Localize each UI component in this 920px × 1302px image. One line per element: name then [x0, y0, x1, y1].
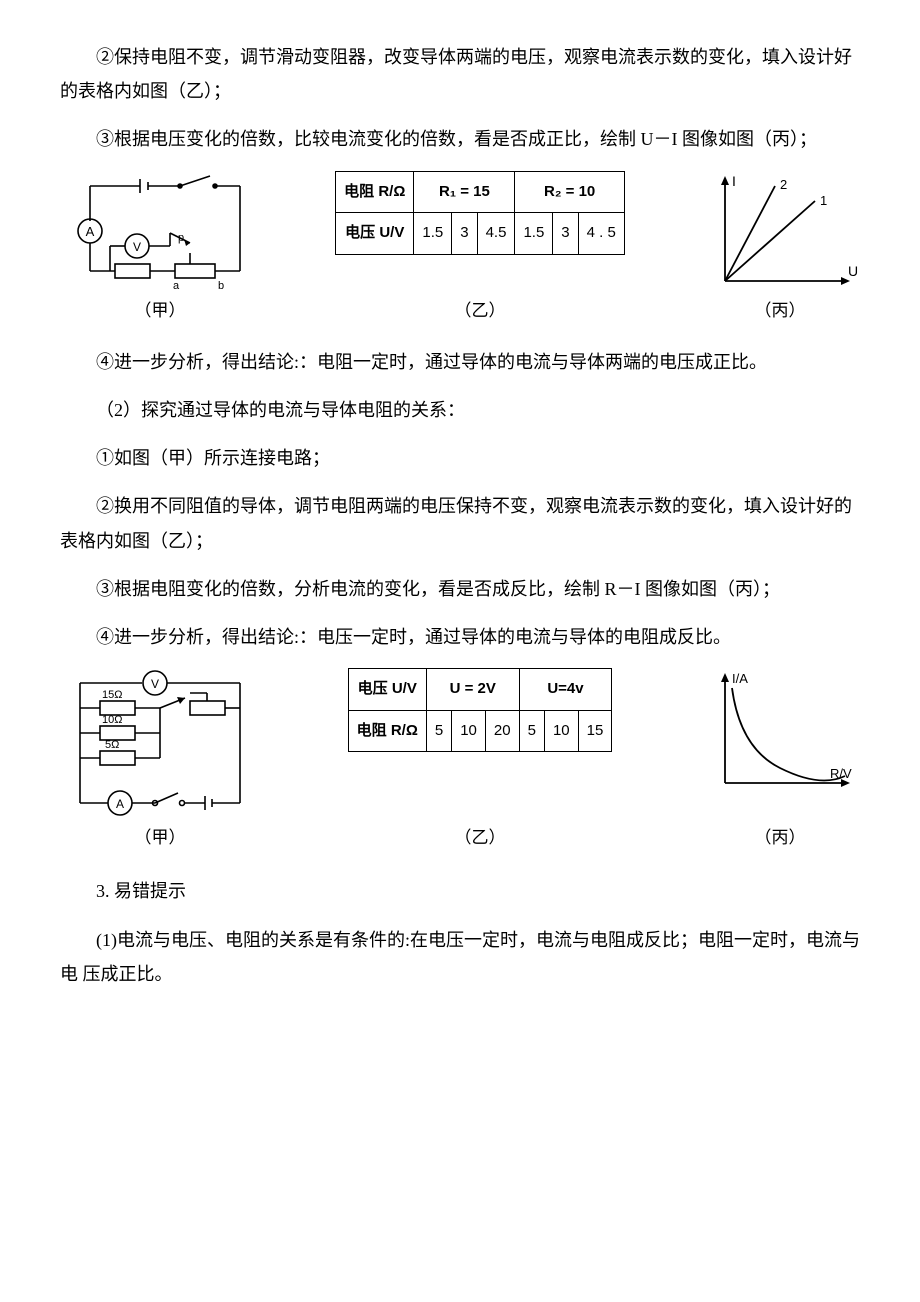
table2-cell: 5	[519, 710, 544, 752]
graph2-y-label: I/A	[732, 671, 748, 686]
table2-cell: 10	[544, 710, 578, 752]
graph-ri-2: I/A R/V	[700, 668, 860, 798]
graph1-label-1: 1	[820, 193, 827, 208]
paragraph-2: ③根据电压变化的倍数，比较电流变化的倍数，看是否成正比，绘制 U－I 图像如图（…	[60, 122, 860, 156]
data-table-2: 电压 U/V U = 2V U=4v 电阻 R/Ω 5 10 20 5 10 1…	[348, 668, 613, 752]
paragraph-7: ③根据电阻变化的倍数，分析电流的变化，看是否成反比，绘制 R－I 图像如图（丙）…	[60, 572, 860, 606]
caption-2b: （乙）	[300, 822, 660, 854]
svg-text:p: p	[178, 232, 184, 244]
figure-row-2: V 15Ω 10Ω 5Ω	[60, 668, 860, 818]
table1-r-label: 电阻 R/Ω	[336, 171, 414, 213]
table2-cell: 5	[426, 710, 451, 752]
svg-text:V: V	[133, 240, 141, 254]
svg-text:A: A	[116, 797, 124, 811]
figure-row-1: A V p a b	[60, 171, 860, 291]
data-table-1: 电阻 R/Ω R₁ = 15 R₂ = 10 电压 U/V 1.5 3 4.5 …	[335, 171, 625, 255]
svg-text:b: b	[218, 280, 224, 291]
paragraph-9: 3. 易错提示	[60, 874, 860, 908]
table1-cell: 3	[452, 213, 477, 255]
caption-2a: （甲）	[60, 822, 260, 854]
circuit-diagram-1: A V p a b	[60, 171, 260, 291]
table2-u2: U=4v	[519, 669, 612, 711]
circuit-diagram-2: V 15Ω 10Ω 5Ω	[60, 668, 260, 818]
paragraph-10: (1)电流与电压、电阻的关系是有条件的:在电压一定时，电流与电阻成反比；电阻一定…	[60, 923, 860, 991]
table1-cell: 4.5	[477, 213, 515, 255]
paragraph-4: （2）探究通过导体的电流与导体电阻的关系：	[60, 393, 860, 427]
paragraph-5: ①如图（甲）所示连接电路；	[60, 441, 860, 475]
table2-r-label: 电阻 R/Ω	[348, 710, 426, 752]
table1-cell: 3	[553, 213, 578, 255]
svg-text:10Ω: 10Ω	[102, 714, 122, 726]
svg-text:A: A	[86, 224, 95, 239]
table1-cell: 4 . 5	[578, 213, 624, 255]
paragraph-6: ②换用不同阻值的导体，调节电阻两端的电压保持不变，观察电流表示数的变化，填入设计…	[60, 489, 860, 557]
table1-cell: 1.5	[515, 213, 553, 255]
graph1-y-label: I	[732, 173, 736, 189]
table2-u1: U = 2V	[426, 669, 519, 711]
caption-1c: （丙）	[700, 295, 860, 327]
table2-cell: 20	[485, 710, 519, 752]
caption-row-1: （甲） （乙） （丙）	[60, 295, 860, 327]
caption-1b: （乙）	[300, 295, 660, 327]
graph1-x-label: U	[848, 263, 858, 279]
svg-text:15Ω: 15Ω	[102, 689, 122, 701]
paragraph-1: ②保持电阻不变，调节滑动变阻器，改变导体两端的电压，观察电流表示数的变化，填入设…	[60, 40, 860, 108]
caption-1a: （甲）	[60, 295, 260, 327]
paragraph-8: ④进一步分析，得出结论:：电压一定时，通过导体的电流与导体的电阻成反比。	[60, 620, 860, 654]
caption-row-2: （甲） （乙） （丙）	[60, 822, 860, 854]
svg-text:a: a	[173, 280, 180, 291]
graph1-label-2: 2	[780, 177, 787, 192]
table2-cell: 15	[578, 710, 612, 752]
graph2-x-label: R/V	[830, 766, 852, 781]
paragraph-3: ④进一步分析，得出结论:：电阻一定时，通过导体的电流与导体两端的电压成正比。	[60, 345, 860, 379]
graph-ui-1: I 2 1 U	[700, 171, 860, 291]
caption-2c: （丙）	[700, 822, 860, 854]
svg-text:5Ω: 5Ω	[105, 739, 119, 751]
table1-r2: R₂ = 10	[515, 171, 624, 213]
table2-cell: 10	[452, 710, 486, 752]
svg-text:V: V	[151, 677, 159, 691]
table1-r1: R₁ = 15	[414, 171, 515, 213]
table1-cell: 1.5	[414, 213, 452, 255]
table2-u-label: 电压 U/V	[348, 669, 426, 711]
table1-u-label: 电压 U/V	[336, 213, 414, 255]
